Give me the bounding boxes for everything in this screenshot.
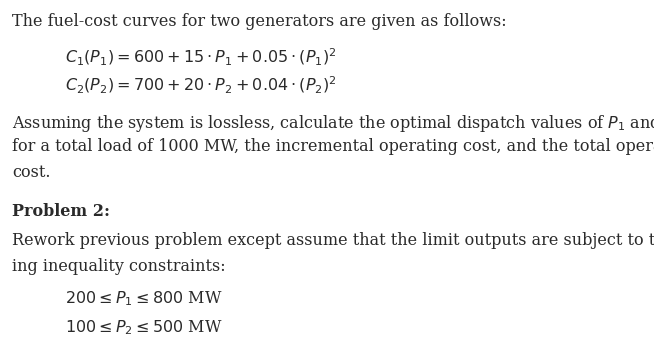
Text: ing inequality constraints:: ing inequality constraints: xyxy=(12,258,226,275)
Text: $C_1(P_1) = 600 + 15 \cdot P_1 + 0.05 \cdot (P_1)^2$: $C_1(P_1) = 600 + 15 \cdot P_1 + 0.05 \c… xyxy=(65,47,337,68)
Text: cost.: cost. xyxy=(12,164,50,181)
Text: Assuming the system is lossless, calculate the optimal dispatch values of $P_1$ : Assuming the system is lossless, calcula… xyxy=(12,113,654,134)
Text: for a total load of 1000 MW, the incremental operating cost, and the total opera: for a total load of 1000 MW, the increme… xyxy=(12,138,654,155)
Text: The fuel-cost curves for two generators are given as follows:: The fuel-cost curves for two generators … xyxy=(12,13,506,30)
Text: $C_2(P_2) = 700 + 20 \cdot P_2 + 0.04 \cdot (P_2)^2$: $C_2(P_2) = 700 + 20 \cdot P_2 + 0.04 \c… xyxy=(65,75,337,96)
Text: $100 \leq P_2 \leq 500$ MW: $100 \leq P_2 \leq 500$ MW xyxy=(65,319,223,337)
Text: Problem 2:: Problem 2: xyxy=(12,203,110,220)
Text: Rework previous problem except assume that the limit outputs are subject to the : Rework previous problem except assume th… xyxy=(12,232,654,249)
Text: $200 \leq P_1 \leq 800$ MW: $200 \leq P_1 \leq 800$ MW xyxy=(65,289,223,307)
